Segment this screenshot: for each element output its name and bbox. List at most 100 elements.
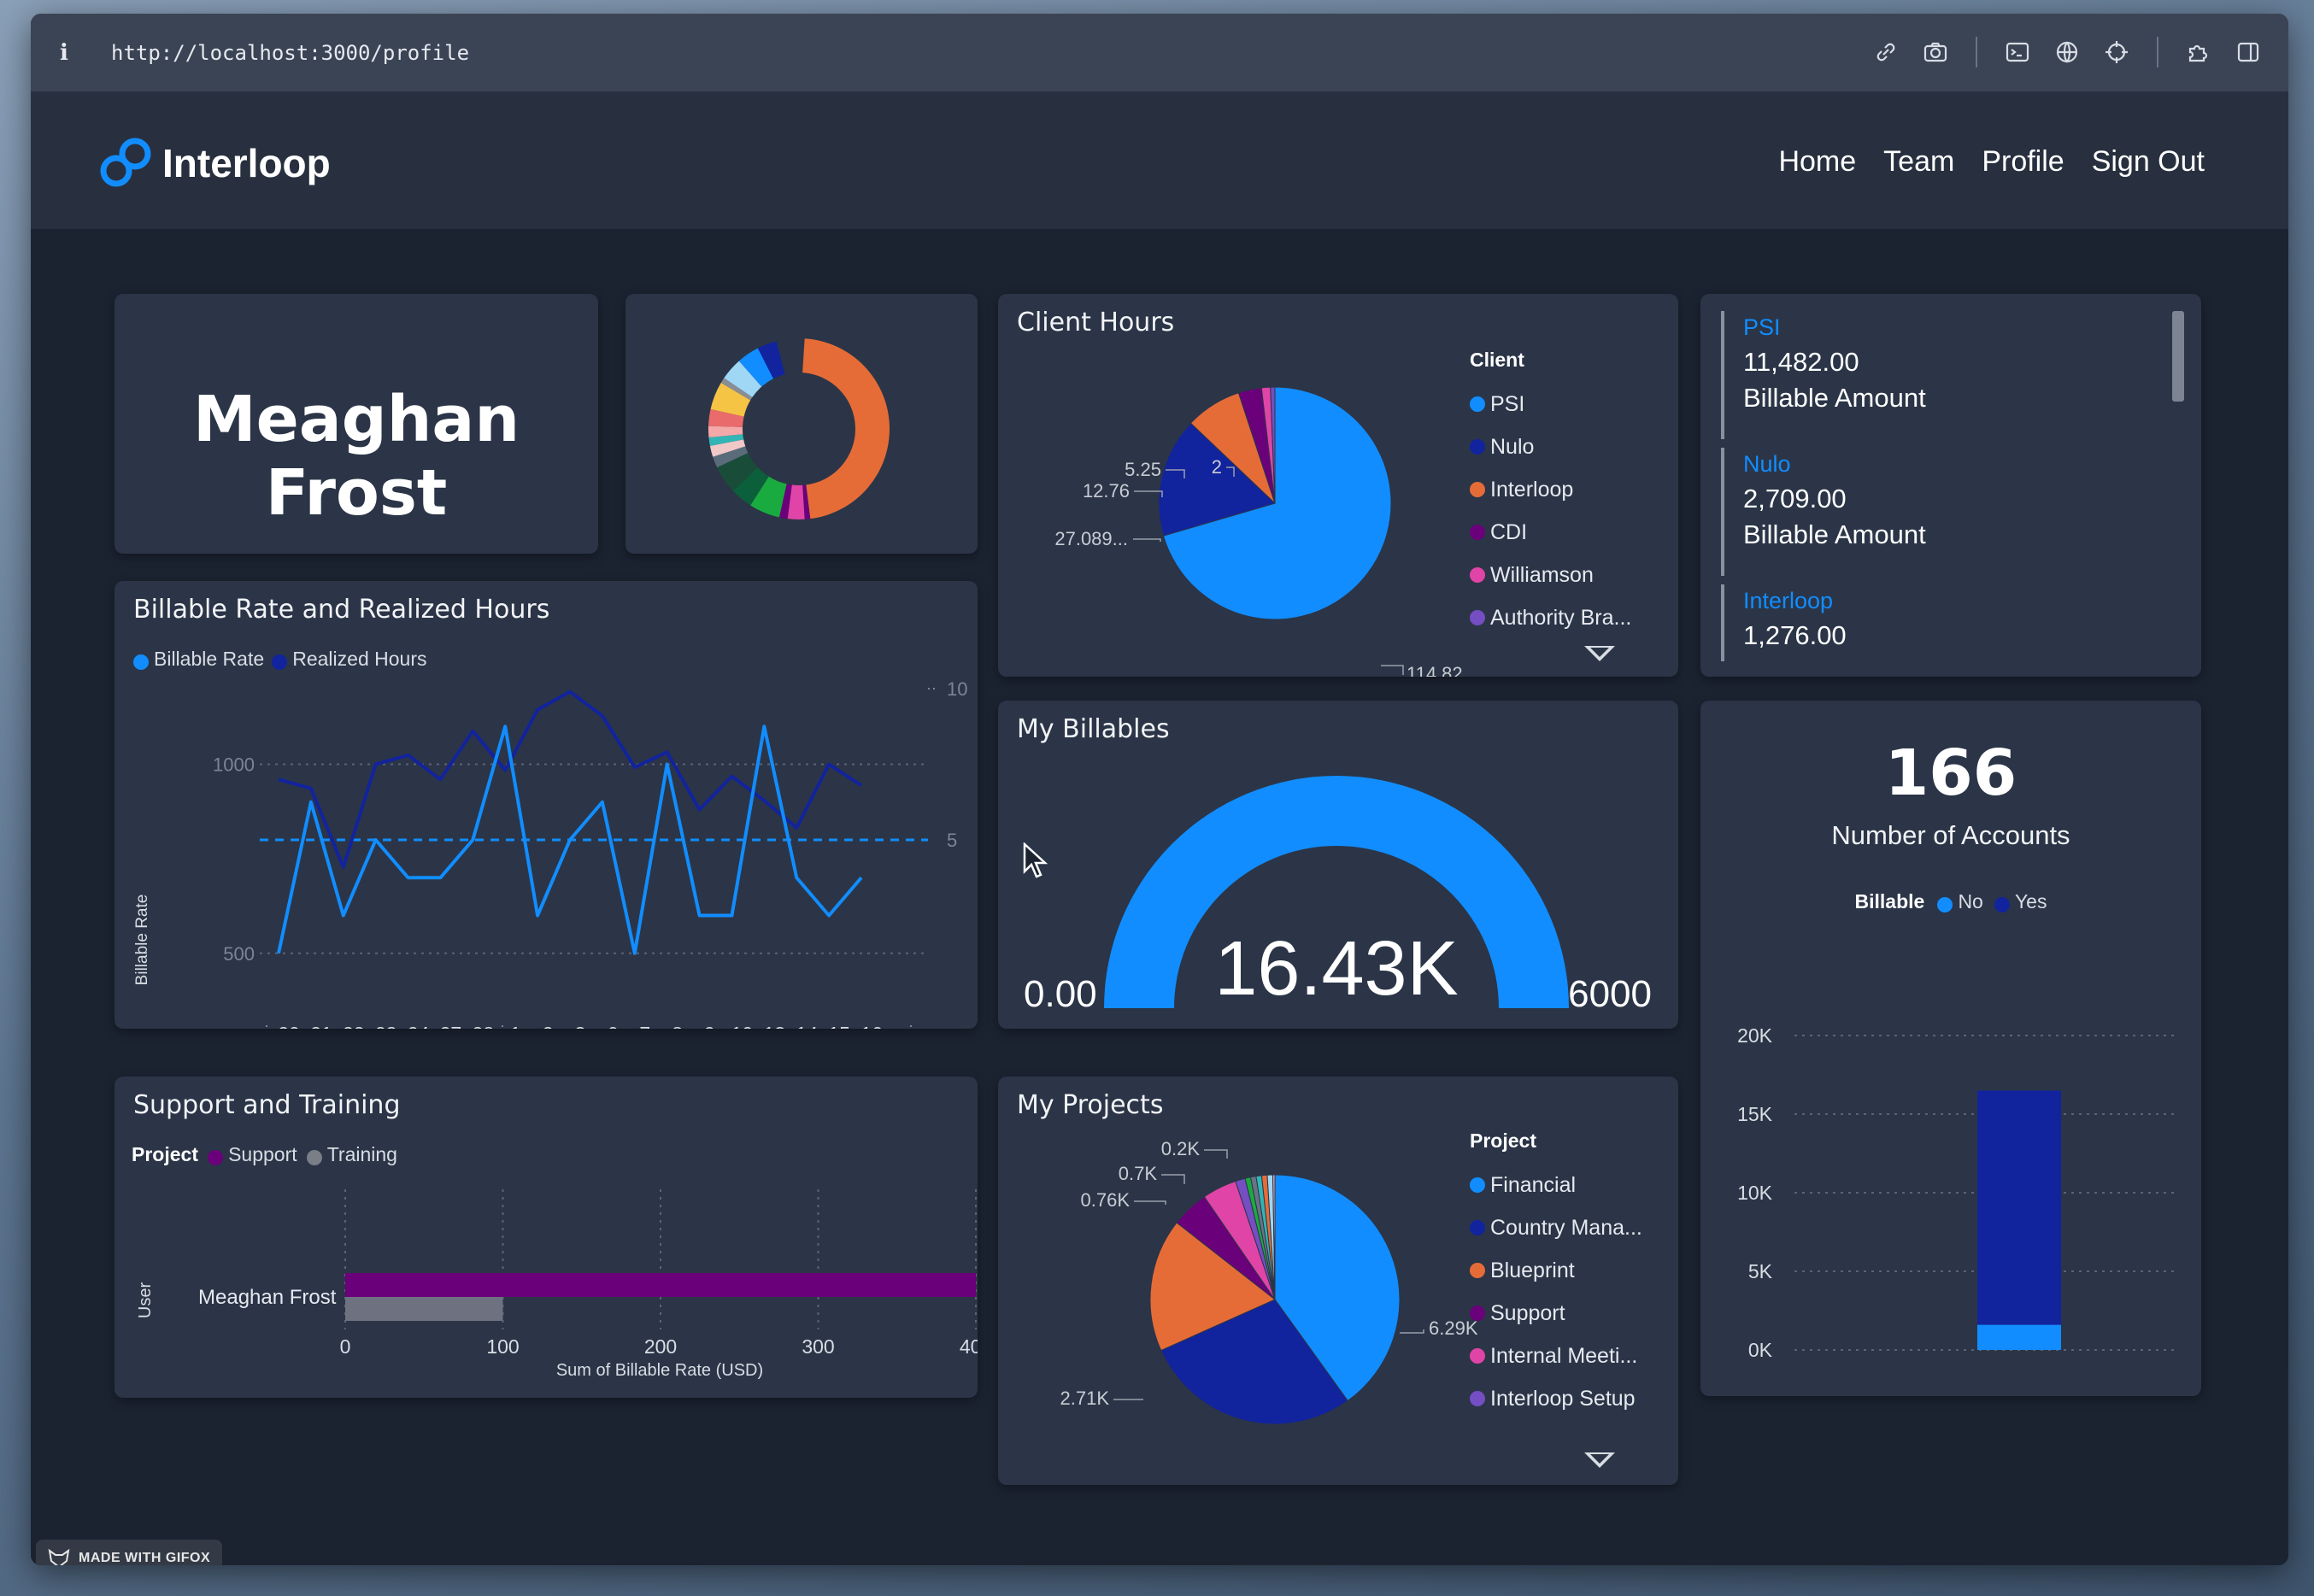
bar-training[interactable] bbox=[345, 1297, 503, 1321]
billable-amount-list-card[interactable]: PSI 11,482.00 Billable Amount Nulo 2,709.00 B… bbox=[1700, 294, 2201, 677]
client-legend-item[interactable]: Nulo bbox=[1470, 425, 1631, 468]
pie-data-label: 27.089... bbox=[1054, 528, 1128, 549]
project-legend: Financial Country Mana... Blueprint Support… bbox=[1470, 1164, 1642, 1420]
terminal-icon[interactable] bbox=[2001, 36, 2034, 68]
x-tick-label: 300 bbox=[802, 1335, 834, 1358]
x-tick-label: 8 bbox=[672, 1023, 683, 1029]
billable-rate-card[interactable]: Billable Rate and Realized Hours Billabl… bbox=[115, 581, 978, 1029]
y-tick-label: 10K bbox=[1737, 1182, 1773, 1204]
donut-segment bbox=[757, 341, 785, 379]
link-icon[interactable] bbox=[1870, 36, 1902, 68]
project-legend-item[interactable]: Internal Meeti... bbox=[1470, 1335, 1642, 1377]
project-legend-item[interactable]: Interloop Setup bbox=[1470, 1377, 1642, 1420]
accounts-count: 166 bbox=[1884, 736, 2017, 810]
legend-no: No bbox=[1958, 890, 1983, 912]
client-legend-item[interactable]: PSI bbox=[1470, 383, 1631, 425]
main-nav: Home Team Profile Sign Out bbox=[1778, 145, 2205, 179]
y-axis-label-left: Billable Rate bbox=[133, 895, 151, 986]
gifox-badge: MADE WITH GIFOX bbox=[36, 1540, 222, 1565]
legend-dot-realized-hours bbox=[272, 654, 288, 670]
nav-sign-out[interactable]: Sign Out bbox=[2091, 145, 2205, 178]
project-legend-item[interactable]: Financial bbox=[1470, 1164, 1642, 1206]
x-tick-label: 1 bbox=[510, 1023, 521, 1029]
camera-icon[interactable] bbox=[1919, 36, 1952, 68]
legend-yes: Yes bbox=[2014, 890, 2047, 912]
pie-leader-line bbox=[1381, 665, 1404, 675]
legend-realized-hours: Realized Hours bbox=[292, 648, 427, 670]
mouse-cursor-icon bbox=[1023, 842, 1048, 878]
support-training-title: Support and Training bbox=[133, 1090, 401, 1120]
address-bar[interactable]: i http://localhost:3000/profile bbox=[31, 14, 2288, 92]
project-legend-item[interactable]: Support bbox=[1470, 1292, 1642, 1335]
billable-list-row-wrapper: Interloop 1,276.00 Billable Amount bbox=[1721, 584, 2165, 661]
url-text[interactable]: http://localhost:3000/profile bbox=[111, 40, 470, 65]
my-billables-card[interactable]: My Billables 16.43K 0.00 6000 bbox=[998, 701, 1678, 1029]
legend-dot-training bbox=[306, 1149, 322, 1165]
x-tick-label: 15 bbox=[828, 1023, 850, 1029]
client-legend-item[interactable]: CDI bbox=[1470, 511, 1631, 554]
billable-list-item[interactable]: Nulo 2,709.00 Billable Amount bbox=[1721, 448, 2165, 576]
pie-data-label: 0.76K bbox=[1081, 1189, 1131, 1211]
pie-slice[interactable] bbox=[1274, 1174, 1401, 1402]
legend-billable-rate: Billable Rate bbox=[154, 648, 265, 670]
accounts-legend: Billable No Yes bbox=[1700, 890, 2201, 913]
client-legend-item[interactable]: Authority Bra... bbox=[1470, 596, 1631, 639]
donut-segment bbox=[720, 378, 753, 401]
billable-amount-value: 1,276.00 bbox=[1743, 620, 1847, 650]
nav-home[interactable]: Home bbox=[1778, 145, 1857, 178]
legend-dot bbox=[1470, 1391, 1485, 1406]
pie-slice[interactable] bbox=[1160, 1299, 1348, 1425]
accounts-card[interactable]: 166 Number of Accounts Billable No Yes 2… bbox=[1700, 701, 2201, 1396]
legend-label: Support bbox=[1490, 1300, 1565, 1325]
sidebar-icon[interactable] bbox=[2232, 36, 2264, 68]
client-hours-card[interactable]: Client Hours 5.25 2 12.76 27.089... 114.82 C… bbox=[998, 294, 1678, 677]
list-scrollbar[interactable] bbox=[2172, 311, 2184, 402]
pie-slice[interactable] bbox=[1149, 1222, 1276, 1352]
info-icon[interactable]: i bbox=[60, 39, 68, 66]
pie-slice[interactable] bbox=[1270, 386, 1276, 504]
client-legend-item[interactable]: Interloop bbox=[1470, 468, 1631, 511]
x-tick-label: 27 bbox=[440, 1023, 462, 1029]
billable-list-item[interactable]: Interloop 1,276.00 Billable Amount bbox=[1721, 584, 2165, 661]
globe-icon[interactable] bbox=[2051, 36, 2083, 68]
bar-segment-no[interactable] bbox=[1977, 1324, 2061, 1350]
project-legend-item[interactable]: Blueprint bbox=[1470, 1249, 1642, 1292]
project-legend-item[interactable]: Country Mana... bbox=[1470, 1206, 1642, 1249]
nav-profile[interactable]: Profile bbox=[1982, 145, 2064, 178]
pie-slice[interactable] bbox=[1272, 1174, 1276, 1300]
legend-label: Interloop bbox=[1490, 477, 1574, 502]
client-name: Nulo bbox=[1743, 451, 1791, 477]
legend-training: Training bbox=[326, 1143, 397, 1165]
legend-dot bbox=[1470, 1306, 1485, 1321]
billable-list-item[interactable]: PSI 11,482.00 Billable Amount bbox=[1721, 311, 2165, 439]
gauge-min: 0.00 bbox=[1024, 973, 1097, 1015]
donut-card[interactable] bbox=[625, 294, 978, 554]
series-billable-rate[interactable] bbox=[277, 725, 863, 955]
pie-slice[interactable] bbox=[1162, 386, 1392, 620]
accounts-label: Number of Accounts bbox=[1831, 820, 2070, 850]
nav-team[interactable]: Team bbox=[1883, 145, 1955, 178]
donut-segment bbox=[708, 408, 744, 427]
legend-dot bbox=[1470, 1348, 1485, 1364]
crosshair-icon[interactable] bbox=[2100, 36, 2133, 68]
series-realized-hours[interactable] bbox=[278, 689, 863, 869]
extensions-icon[interactable] bbox=[2182, 36, 2215, 68]
project-legend-title: Project bbox=[1470, 1130, 1536, 1152]
bar-support[interactable] bbox=[345, 1273, 976, 1297]
billable-list-row-wrapper: PSI 11,482.00 Billable Amount bbox=[1721, 311, 2165, 448]
donut-segment bbox=[708, 425, 743, 437]
fox-icon bbox=[48, 1548, 70, 1565]
billable-amount-label: Billable Amount bbox=[1743, 654, 2165, 661]
brand-logo[interactable]: Interloop bbox=[97, 135, 331, 191]
my-projects-card[interactable]: My Projects 0.2K0.7K0.76K2.71K4.43K6.29K… bbox=[998, 1077, 1678, 1485]
legend-label: Interloop Setup bbox=[1490, 1386, 1636, 1411]
pie-slice[interactable] bbox=[1158, 422, 1276, 537]
y-tick-label: 20K bbox=[1737, 1024, 1773, 1047]
legend-dot bbox=[1470, 610, 1485, 625]
client-legend-item[interactable]: Williamson bbox=[1470, 554, 1631, 596]
bar-segment-yes[interactable] bbox=[1977, 1090, 2061, 1325]
x-tick-label: 200 bbox=[644, 1335, 677, 1358]
support-training-card[interactable]: Support and Training Project Support Tra… bbox=[115, 1077, 978, 1398]
gifox-label: MADE WITH GIFOX bbox=[79, 1551, 211, 1565]
